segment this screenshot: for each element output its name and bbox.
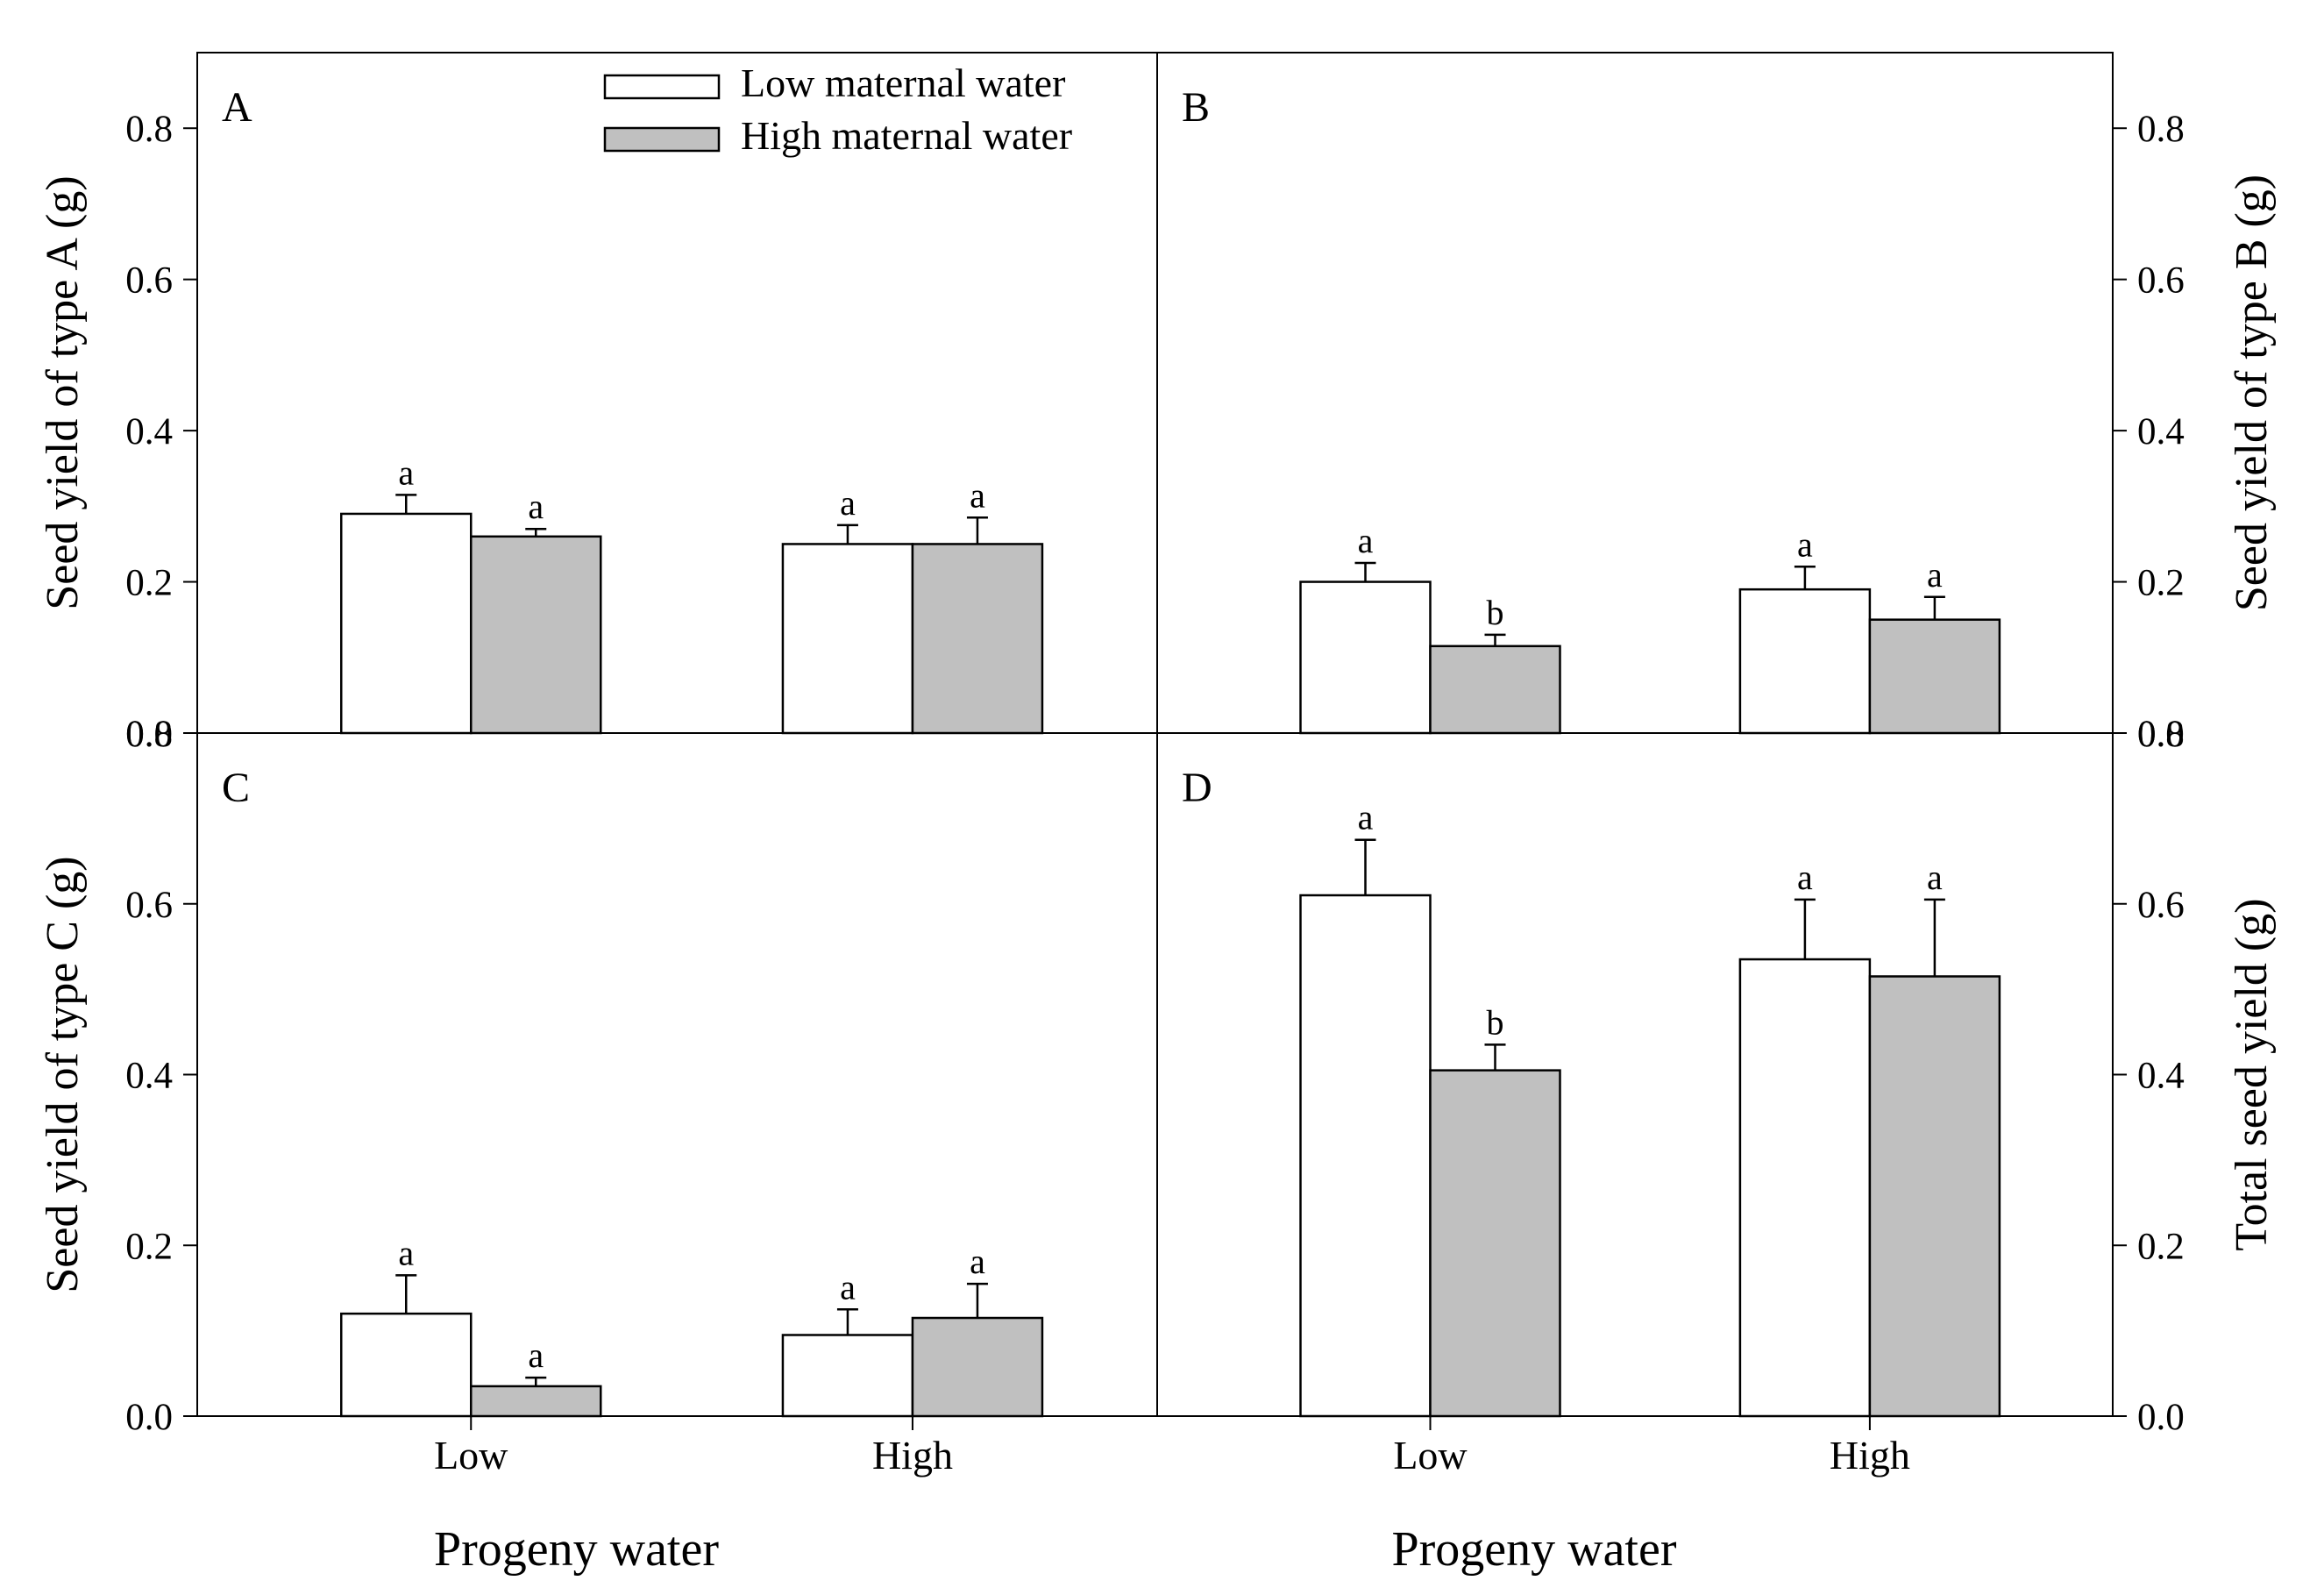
ytick-label-c: 0.0 (125, 1397, 173, 1438)
ylabel-a: Seed yield of type A (g) (38, 175, 88, 609)
sig-label-c: a (398, 1233, 414, 1272)
legend-swatch (603, 126, 721, 153)
legend-label: Low maternal water (741, 61, 1065, 105)
sig-label-a: a (398, 452, 414, 492)
ytick-label-d: 0.8 (2137, 714, 2185, 755)
legend-label: High maternal water (741, 113, 1072, 158)
ytick-label-d: 0.6 (2137, 885, 2185, 926)
sig-label-c: a (840, 1267, 856, 1307)
sig-label-b: b (1487, 593, 1504, 632)
sig-label-a: a (528, 487, 544, 526)
bar-b (1868, 618, 2001, 735)
bar-d (1738, 958, 1872, 1418)
bar-a (781, 543, 914, 735)
bar-c (911, 1316, 1044, 1418)
sig-label-b: a (1358, 521, 1374, 560)
bar-d (1429, 1069, 1561, 1418)
panel-letter-c: C (222, 765, 250, 811)
xtick-label-d: High (1830, 1433, 1910, 1478)
ytick-label-c: 0.2 (125, 1226, 173, 1267)
bar-a (911, 543, 1044, 735)
bar-d (1299, 894, 1432, 1418)
ytick-label-b: 0.2 (2137, 563, 2185, 604)
ytick-label-a: 0.8 (125, 109, 173, 150)
bar-c (781, 1334, 914, 1418)
ytick-label-d: 0.0 (2137, 1397, 2185, 1438)
panel-letter-b: B (1182, 84, 1210, 131)
bar-a (340, 512, 473, 735)
ytick-label-c: 0.6 (125, 885, 173, 926)
bar-c (470, 1385, 602, 1418)
legend-swatch (603, 74, 721, 100)
bar-c (340, 1312, 473, 1418)
xlabel-c: Progeny water (434, 1522, 719, 1577)
ytick-label-d: 0.2 (2137, 1226, 2185, 1267)
ytick-label-b: 0.6 (2137, 260, 2185, 302)
ytick-label-c: 0.8 (125, 714, 173, 755)
ytick-label-a: 0.6 (125, 260, 173, 302)
plot-frame (196, 52, 2114, 1417)
ytick-label-d: 0.4 (2137, 1056, 2185, 1097)
panel-letter-a: A (222, 84, 252, 131)
ytick-label-a: 0.2 (125, 563, 173, 604)
sig-label-a: a (970, 475, 985, 515)
xtick-label-c: High (872, 1433, 953, 1478)
bar-d (1868, 975, 2001, 1418)
ytick-label-b: 0.8 (2137, 109, 2185, 150)
ytick-label-a: 0.0 (125, 714, 173, 755)
sig-label-d: a (1797, 858, 1813, 897)
ytick-label-b: 0.0 (2137, 714, 2185, 755)
ylabel-c: Seed yield of type C (g) (38, 856, 88, 1292)
bar-b (1429, 644, 1561, 735)
plot-layer: 0.0 0.2 0.4 0.6 0.8 Seed yield of type A (g) A… (38, 52, 2277, 1577)
ytick-label-a: 0.4 (125, 411, 173, 452)
xlabel-d: Progeny water (1391, 1522, 1676, 1577)
xtick-label-d: Low (1393, 1433, 1468, 1478)
bar-b (1299, 580, 1432, 735)
panel-letter-d: D (1182, 765, 1212, 811)
sig-label-c: a (528, 1335, 544, 1375)
ylabel-b: Seed yield of type B (g) (2227, 174, 2277, 611)
xtick-label-c: Low (434, 1433, 508, 1478)
sig-label-d: b (1487, 1002, 1504, 1042)
sig-label-a: a (840, 483, 856, 523)
sig-label-d: a (1358, 798, 1374, 837)
ytick-label-b: 0.4 (2137, 411, 2185, 452)
sig-label-c: a (970, 1242, 985, 1281)
bar-a (470, 535, 602, 735)
bar-b (1738, 587, 1872, 735)
ylabel-d: Total seed yield (g) (2227, 898, 2277, 1250)
ytick-label-c: 0.4 (125, 1056, 173, 1097)
sig-label-b: a (1927, 555, 1943, 595)
sig-label-b: a (1797, 524, 1813, 564)
sig-label-d: a (1927, 858, 1943, 897)
